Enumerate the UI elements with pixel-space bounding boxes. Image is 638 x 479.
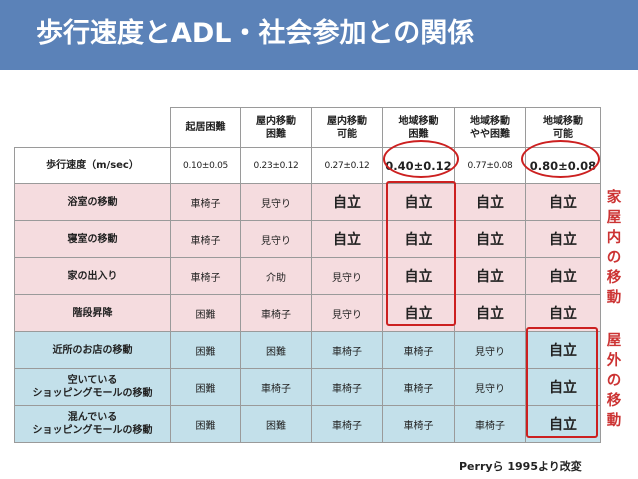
table-cell: 車椅子 [311,368,383,406]
row-label: 混んでいる ショッピングモールの移動 [14,405,171,443]
row-label: 歩行速度（m/sec） [14,147,171,184]
table-cell: 見守り [454,331,526,369]
header-row: 起居困難 屋内移動 困難 屋内移動 可能 地域移動 困難 地域移動 やや困難 地域移動可… [14,107,601,148]
table-cell: 困難 [240,405,312,443]
row-label: 家の出入り [14,257,171,295]
table-cell: 自立 [525,257,601,295]
row-label: 寝室の移動 [14,220,171,258]
table-cell: 自立 [311,183,383,221]
row-label: 近所のお店の移動 [14,331,171,369]
table-cell: 車椅子 [311,405,383,443]
table-cell: 自立 [454,294,526,332]
table-cell: 自立 [454,220,526,258]
table-cell: 介助 [240,257,312,295]
header-cell: 起居困難 [170,107,241,148]
table-cell: 見守り [240,220,312,258]
row-label: 空いている ショッピングモールの移動 [14,368,171,406]
table-row: 混んでいる ショッピングモールの移動 困難 困難 車椅子 車椅子 車椅子 自立 [14,405,601,443]
header-cell: 屋内移動 可能 [311,107,383,148]
table-cell: 困難 [240,331,312,369]
table-cell: 車椅子 [170,220,241,258]
table-cell: 自立 [525,294,601,332]
table-cell: 車椅子 [170,257,241,295]
table-row: 空いている ショッピングモールの移動 困難 車椅子 車椅子 車椅子 見守り 自立 [14,368,601,406]
table-row: 浴室の移動 車椅子 見守り 自立 自立 自立 自立 [14,183,601,221]
table-cell: 見守り [311,257,383,295]
table-cell: 自立 [525,183,601,221]
header-cell: 屋内移動 困難 [240,107,312,148]
speed-highlight-oval [521,140,600,178]
row-label: 階段昇降 [14,294,171,332]
table-row: 近所のお店の移動 困難 困難 車椅子 車椅子 見守り 自立 [14,331,601,369]
table-cell: 自立 [382,257,455,295]
speed-value: 0.10±0.05 [170,147,241,184]
table-cell: 車椅子 [382,331,455,369]
table-cell: 車椅子 [170,183,241,221]
speed-value: 0.27±0.12 [311,147,383,184]
table-cell: 自立 [525,368,601,406]
header-corner [14,107,171,148]
table-cell: 自立 [454,257,526,295]
indoor-independence-box [386,181,456,326]
slide-title: 歩行速度とADL・社会参加との関係 [36,18,475,49]
table-cell: 困難 [170,368,241,406]
speed-row: 歩行速度（m/sec） 0.10±0.05 0.23±0.12 0.27±0.1… [14,147,601,184]
speed-highlight-oval [383,140,459,178]
table-cell: 困難 [170,331,241,369]
table-cell: 自立 [454,183,526,221]
table-row: 階段昇降 困難 車椅子 見守り 自立 自立 自立 [14,294,601,332]
table-cell: 車椅子 [240,294,312,332]
table-cell: 車椅子 [382,405,455,443]
table-cell: 困難 [170,405,241,443]
table-cell: 見守り [454,368,526,406]
outdoor-independence-box [526,327,598,438]
table-cell: 見守り [240,183,312,221]
table-cell: 自立 [525,331,601,369]
table-cell: 車椅子 [382,368,455,406]
citation: Perryら 1995より改変 [459,460,582,473]
indoor-side-label: 家 屋 内 の 移 動 [606,190,622,306]
speed-value: 0.77±0.08 [454,147,526,184]
title-bar: 歩行速度とADL・社会参加との関係 [0,0,638,70]
table-row: 家の出入り 車椅子 介助 見守り 自立 自立 自立 [14,257,601,295]
header-cell: 地域移動 やや困難 [454,107,526,148]
table-cell: 車椅子 [311,331,383,369]
table-cell: 見守り [311,294,383,332]
row-label: 浴室の移動 [14,183,171,221]
outdoor-side-label: 屋 外 の 移 動 [606,333,622,429]
table-cell: 自立 [525,220,601,258]
walking-speed-table: 起居困難 屋内移動 困難 屋内移動 可能 地域移動 困難 地域移動 やや困難 地域移動可… [14,107,601,443]
table-row: 寝室の移動 車椅子 見守り 自立 自立 自立 自立 [14,220,601,258]
speed-value: 0.23±0.12 [240,147,312,184]
table-cell: 困難 [170,294,241,332]
table-cell: 車椅子 [240,368,312,406]
table-cell: 車椅子 [454,405,526,443]
table-cell: 自立 [311,220,383,258]
